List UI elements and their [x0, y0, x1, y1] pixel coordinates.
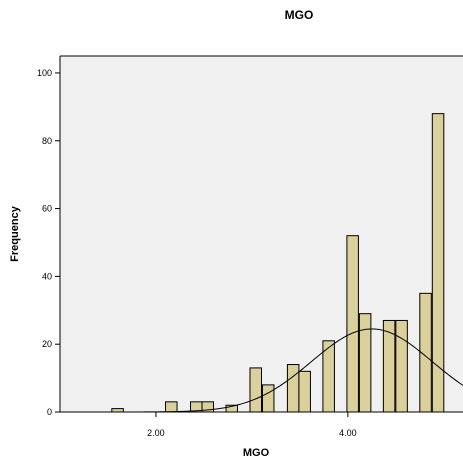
histogram-bar-11 — [358, 313, 372, 413]
y-tick-label-1: 20 — [42, 339, 52, 349]
x-ticks-group: 2.00 4.00 — [147, 412, 357, 438]
y-ticks-group: 0 20 40 60 80 100 — [37, 68, 60, 417]
y-axis-label: Frequency — [9, 205, 21, 262]
histogram-bar-5 — [249, 367, 263, 413]
y-tick-label-2: 40 — [42, 271, 52, 281]
x-axis-label: MGO — [243, 447, 270, 459]
histogram-bar-6 — [261, 384, 275, 413]
x-tick-label-0: 2.00 — [147, 428, 165, 438]
y-tick-label-4: 80 — [42, 136, 52, 146]
histogram-bar-15 — [431, 113, 445, 413]
histogram-bar-13 — [395, 319, 408, 413]
x-tick-label-1: 4.00 — [339, 428, 357, 438]
y-tick-label-3: 60 — [42, 204, 52, 214]
y-tick-label-0: 0 — [47, 407, 52, 417]
histogram-bar-8 — [298, 370, 311, 413]
histogram-bar-1 — [165, 401, 178, 413]
histogram-bar-10 — [346, 235, 359, 413]
histogram-bar-9 — [322, 340, 335, 413]
histogram-bar-7 — [286, 364, 300, 413]
y-tick-label-5: 100 — [37, 68, 52, 78]
chart-title: MGO — [285, 8, 314, 22]
